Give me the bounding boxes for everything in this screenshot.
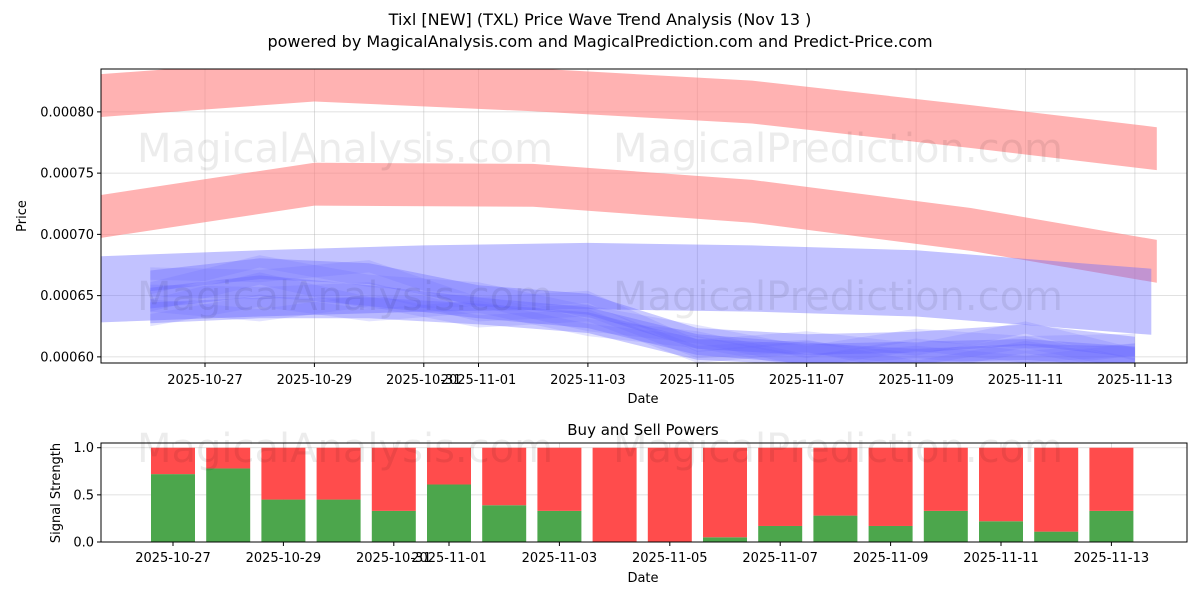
sell-bar xyxy=(427,447,471,485)
buy-sell-x-tick-label: 2025-11-11 xyxy=(963,551,1039,566)
price-plot-frame xyxy=(100,68,1188,364)
price-x-tick-label: 2025-10-29 xyxy=(277,373,353,388)
buy-sell-x-tick-label: 2025-10-27 xyxy=(135,551,211,566)
watermark-left: MagicalAnalysis.com xyxy=(137,126,553,172)
buy-sell-x-tick-label: 2025-11-05 xyxy=(632,551,708,566)
buy-bar xyxy=(1089,510,1134,542)
price-x-axis-label: Date xyxy=(627,392,658,407)
buy-bar xyxy=(758,525,803,542)
price-wave-echo xyxy=(150,272,1135,363)
price-wave-band xyxy=(101,69,1157,171)
sell-bar xyxy=(261,447,306,500)
buy-sell-x-tick-label: 2025-11-09 xyxy=(853,551,929,566)
sell-bar xyxy=(592,447,637,542)
buy-bar xyxy=(206,468,251,542)
watermark-right: MagicalPrediction.com xyxy=(613,126,1063,172)
buy-sell-y-tick-label: 1.0 xyxy=(73,441,94,456)
watermark-left: MagicalAnalysis.com xyxy=(137,274,553,320)
sell-bar xyxy=(316,447,361,500)
buy-bar xyxy=(813,515,858,542)
price-wave-band xyxy=(101,242,1152,335)
buy-sell-title: Buy and Sell Powers xyxy=(567,421,719,439)
price-x-tick-label: 2025-11-03 xyxy=(550,373,626,388)
buy-sell-x-tick-label: 2025-11-01 xyxy=(411,551,487,566)
watermark-right: MagicalPrediction.com xyxy=(613,274,1063,320)
price-y-tick-label: 0.00080 xyxy=(40,105,94,120)
buy-sell-plot-frame xyxy=(100,442,1188,543)
price-x-tick-label: 2025-11-11 xyxy=(988,373,1064,388)
buy-bar xyxy=(151,474,195,542)
sell-bar xyxy=(647,447,692,542)
sell-bar xyxy=(813,447,858,516)
price-x-tick-label: 2025-11-09 xyxy=(878,373,954,388)
buy-sell-x-tick-label: 2025-10-29 xyxy=(246,551,322,566)
sell-bar xyxy=(979,447,1023,522)
price-wave-band xyxy=(150,275,1135,363)
buy-sell-x-tick-label: 2025-11-07 xyxy=(742,551,818,566)
buy-bar xyxy=(537,510,582,542)
price-wave-echo xyxy=(150,294,1135,363)
buy-sell-x-tick-label: 2025-10-31 xyxy=(356,551,432,566)
price-wave-echo xyxy=(150,255,1135,359)
price-wave-panel: MagicalAnalysis.com MagicalPrediction.co… xyxy=(15,68,1188,407)
sell-bar xyxy=(206,447,251,469)
price-y-tick-label: 0.00070 xyxy=(40,228,94,243)
buy-sell-x-tick-label: 2025-11-13 xyxy=(1074,551,1150,566)
buy-bar xyxy=(979,521,1023,542)
buy-bar xyxy=(923,510,968,542)
sell-bar xyxy=(703,447,747,538)
sell-bar xyxy=(868,447,913,526)
sell-bar xyxy=(1089,447,1134,511)
price-wave-echo xyxy=(150,260,1135,361)
sell-bar xyxy=(923,447,968,511)
price-wave-band xyxy=(150,258,1135,358)
price-y-tick-label: 0.00060 xyxy=(40,350,94,365)
buy-bar xyxy=(371,510,416,542)
buy-sell-y-tick-label: 0.5 xyxy=(73,488,94,503)
buy-sell-y-tick-label: 0.0 xyxy=(73,536,94,551)
price-wave-band xyxy=(101,162,1157,283)
sell-bar xyxy=(482,447,527,506)
price-y-tick-label: 0.00075 xyxy=(40,167,94,182)
sell-bar xyxy=(537,447,582,511)
price-x-tick-label: 2025-10-31 xyxy=(386,373,462,388)
price-y-tick-label: 0.00065 xyxy=(40,289,94,304)
price-y-axis-label: Price xyxy=(15,200,30,232)
buy-bar xyxy=(868,525,913,542)
price-x-tick-label: 2025-10-27 xyxy=(167,373,243,388)
price-x-tick-label: 2025-11-05 xyxy=(660,373,736,388)
buy-bar xyxy=(316,499,361,542)
buy-sell-panel: Buy and Sell Powers MagicalAnalysis.com … xyxy=(49,421,1188,586)
buy-bar xyxy=(1034,531,1079,542)
price-x-tick-label: 2025-11-01 xyxy=(441,373,517,388)
price-wave-band xyxy=(150,297,1135,363)
sell-bar xyxy=(758,447,803,526)
buy-bar xyxy=(703,537,747,542)
buy-sell-y-axis-label: Signal Strength xyxy=(49,443,64,543)
buy-sell-x-axis-label: Date xyxy=(627,571,658,586)
watermark-right: MagicalPrediction.com xyxy=(613,426,1063,472)
buy-bar xyxy=(261,499,306,542)
sell-bar xyxy=(1034,447,1079,532)
price-x-tick-label: 2025-11-07 xyxy=(769,373,845,388)
buy-sell-x-tick-label: 2025-11-03 xyxy=(522,551,598,566)
buy-bar xyxy=(427,484,471,542)
chart-title: Tixl [NEW] (TXL) Price Wave Trend Analys… xyxy=(388,10,812,29)
chart-subtitle: powered by MagicalAnalysis.com and Magic… xyxy=(267,32,932,51)
price-wave-echo xyxy=(150,294,1135,363)
sell-bar xyxy=(151,447,195,475)
sell-bar xyxy=(371,447,416,511)
buy-bar xyxy=(482,505,527,542)
watermark-left: MagicalAnalysis.com xyxy=(137,426,553,472)
price-wave-echo xyxy=(150,282,1135,363)
price-x-tick-label: 2025-11-13 xyxy=(1097,373,1173,388)
